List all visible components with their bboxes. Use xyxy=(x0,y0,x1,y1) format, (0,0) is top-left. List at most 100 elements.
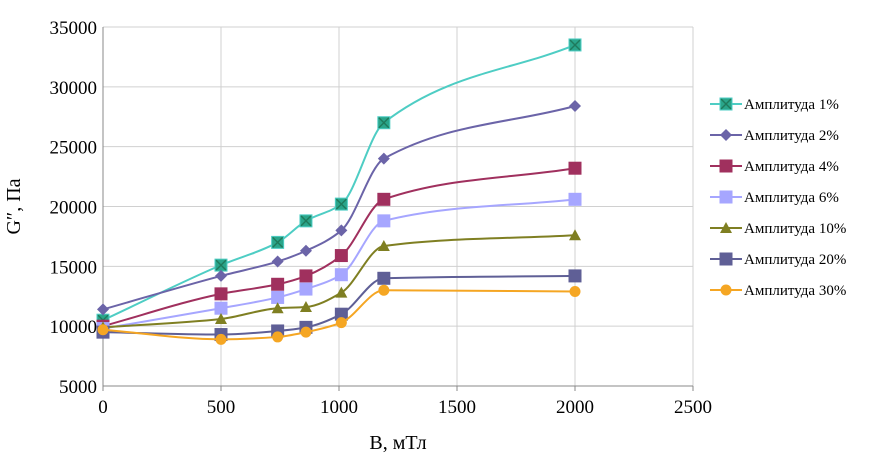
legend-item: Амплитуда 10% xyxy=(710,221,846,237)
marker-square xyxy=(719,252,733,266)
marker-cross xyxy=(272,236,284,248)
data-point xyxy=(569,285,581,297)
data-point xyxy=(299,301,312,313)
data-point xyxy=(271,255,284,268)
data-point xyxy=(377,192,391,206)
y-tick-label: 5000 xyxy=(59,377,97,398)
marker-cross xyxy=(215,259,227,271)
data-point xyxy=(271,235,285,249)
marker-square xyxy=(214,287,228,301)
data-point xyxy=(377,214,391,228)
x-tick-label: 2500 xyxy=(674,397,712,418)
marker-square xyxy=(377,214,391,228)
marker-cross xyxy=(720,98,732,110)
data-point xyxy=(299,282,313,296)
data-point xyxy=(300,326,312,338)
marker-square xyxy=(334,249,348,263)
series-3 xyxy=(96,161,582,333)
data-point xyxy=(214,301,228,315)
data-point xyxy=(720,284,732,296)
x-tick-label: 1500 xyxy=(438,397,476,418)
data-point xyxy=(97,324,109,336)
data-point xyxy=(377,271,391,285)
data-point xyxy=(569,99,581,112)
data-point xyxy=(377,239,390,251)
data-point xyxy=(719,252,733,266)
y-tick-label: 30000 xyxy=(50,78,98,99)
series-7 xyxy=(97,284,581,345)
marker-cross xyxy=(335,198,347,210)
data-point xyxy=(719,159,733,173)
data-point xyxy=(377,116,391,130)
legend-label: Амплитуда 20% xyxy=(744,252,846,268)
data-point xyxy=(568,161,582,175)
marker-square xyxy=(568,269,582,283)
y-axis-title: G″, Па xyxy=(3,178,25,234)
data-point xyxy=(272,331,284,343)
legend-item: Амплитуда 2% xyxy=(710,128,839,144)
legend-label: Амплитуда 2% xyxy=(744,128,839,144)
x-tick-label: 1000 xyxy=(320,397,358,418)
grid xyxy=(103,26,694,386)
x-axis-title: B, мТл xyxy=(369,432,426,454)
marker-square xyxy=(377,192,391,206)
data-point xyxy=(214,287,228,301)
x-tick-label: 0 xyxy=(98,397,108,418)
data-point xyxy=(271,302,284,314)
data-point xyxy=(569,229,581,241)
marker-cross xyxy=(378,117,390,129)
data-point xyxy=(214,258,228,272)
legend-item: Амплитуда 6% xyxy=(710,190,839,206)
data-point xyxy=(335,317,347,329)
data-point xyxy=(299,214,313,228)
legend: Амплитуда 1% Амплитуда 2% Амплитуда 4% Ампл… xyxy=(710,97,846,299)
data-point xyxy=(215,312,227,324)
y-tick-label: 10000 xyxy=(50,317,98,338)
data-point xyxy=(334,268,348,282)
plot-area xyxy=(96,38,582,345)
data-point xyxy=(271,277,285,291)
data-point xyxy=(334,249,348,263)
legend-label: Амплитуда 30% xyxy=(744,283,846,299)
series-line xyxy=(102,234,576,329)
data-point xyxy=(335,286,348,298)
data-point xyxy=(568,38,582,52)
data-point xyxy=(335,224,348,237)
data-point xyxy=(377,152,390,165)
data-point xyxy=(299,269,313,283)
x-tick-label: 500 xyxy=(207,397,236,418)
marker-square xyxy=(299,282,313,296)
marker-square xyxy=(299,269,313,283)
axes: 5000 10000 15000 20000 25000 30000 35000 0 500 10… xyxy=(50,18,713,418)
data-point xyxy=(719,97,733,111)
marker-square xyxy=(719,190,733,204)
marker-square xyxy=(377,271,391,285)
y-tick-label: 35000 xyxy=(50,18,98,39)
marker-square xyxy=(568,161,582,175)
data-point xyxy=(568,192,582,206)
series-line xyxy=(102,44,576,322)
x-tick-label: 2000 xyxy=(556,397,594,418)
y-tick-label: 25000 xyxy=(50,138,98,159)
data-point xyxy=(334,197,348,211)
marker-square xyxy=(271,277,285,291)
data-point xyxy=(378,284,390,296)
marker-square xyxy=(214,301,228,315)
marker-square xyxy=(568,192,582,206)
y-tick-label: 20000 xyxy=(50,198,98,219)
data-point xyxy=(720,222,732,233)
data-point xyxy=(271,290,285,304)
marker-cross xyxy=(300,215,312,227)
legend-item: Амплитуда 1% xyxy=(710,97,839,113)
y-tick-label: 15000 xyxy=(50,257,98,278)
data-point xyxy=(719,190,733,204)
marker-square xyxy=(334,268,348,282)
legend-label: Амплитуда 4% xyxy=(744,159,839,175)
legend-item: Амплитуда 30% xyxy=(710,283,846,299)
data-point xyxy=(215,269,227,282)
series-2 xyxy=(97,99,581,316)
series-line xyxy=(102,105,576,311)
marker-cross xyxy=(569,39,581,51)
marker-square xyxy=(271,290,285,304)
